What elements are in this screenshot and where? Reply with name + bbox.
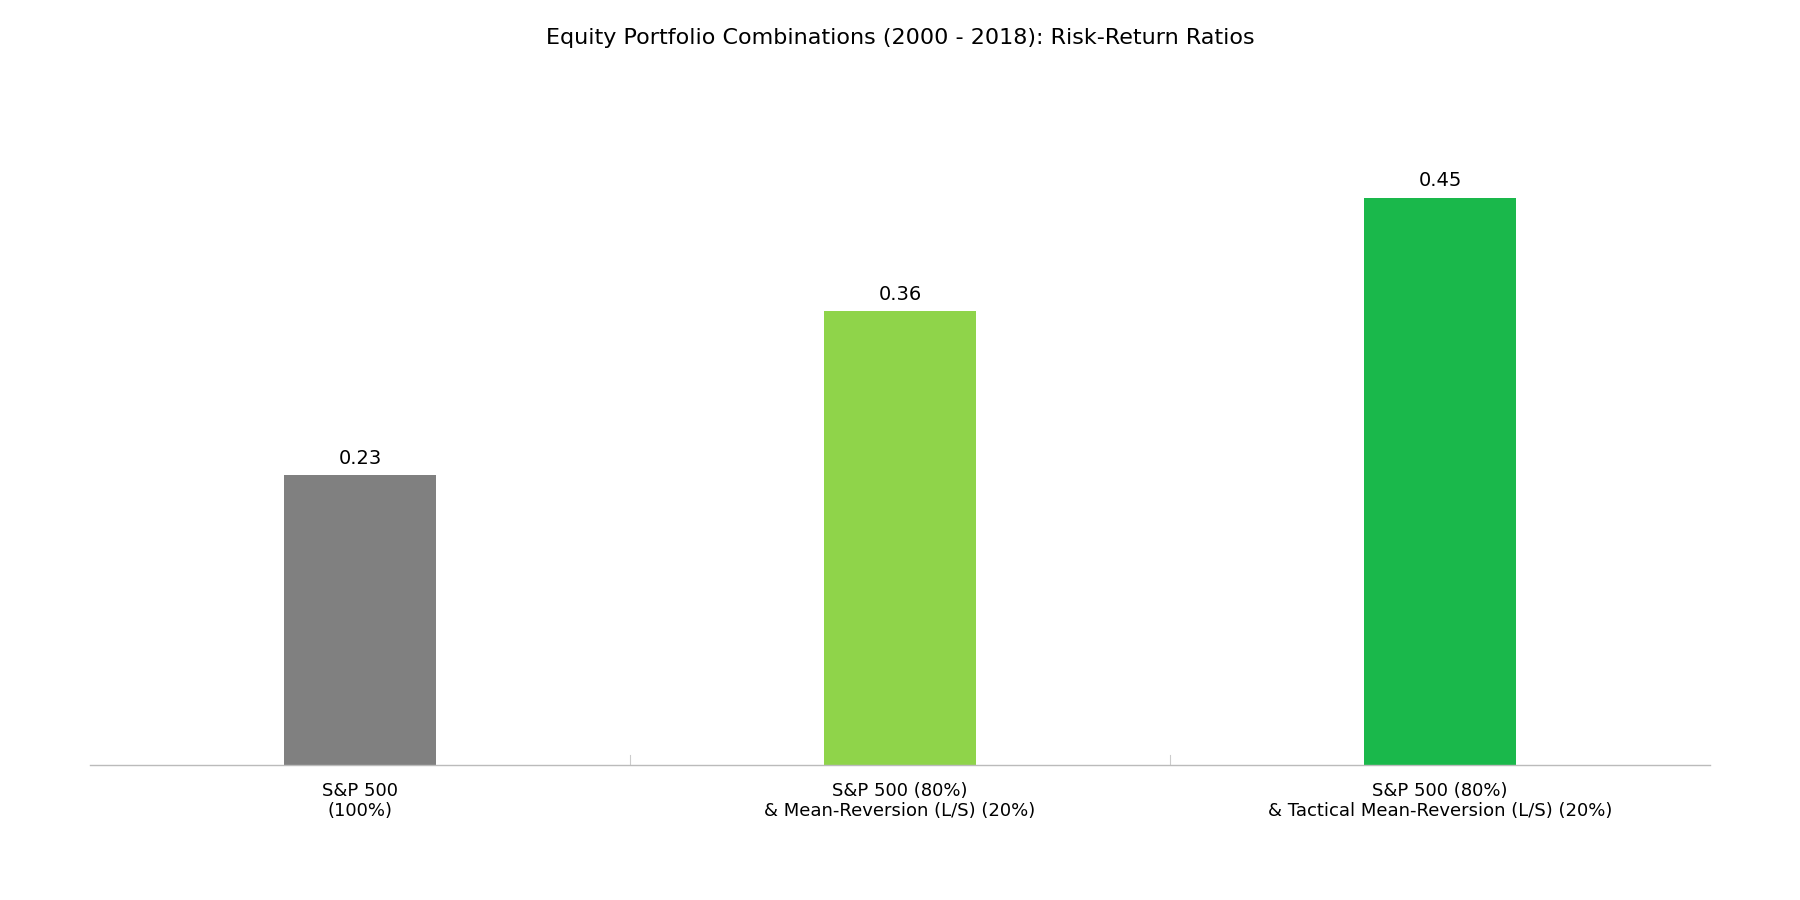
Bar	[824, 311, 976, 765]
Text: 0.45: 0.45	[1418, 171, 1462, 191]
Bar	[284, 475, 436, 765]
Title: Equity Portfolio Combinations (2000 - 2018): Risk-Return Ratios: Equity Portfolio Combinations (2000 - 20…	[545, 28, 1255, 49]
Text: 0.23: 0.23	[338, 448, 382, 468]
Text: 0.36: 0.36	[878, 284, 922, 304]
Bar	[1364, 198, 1516, 765]
